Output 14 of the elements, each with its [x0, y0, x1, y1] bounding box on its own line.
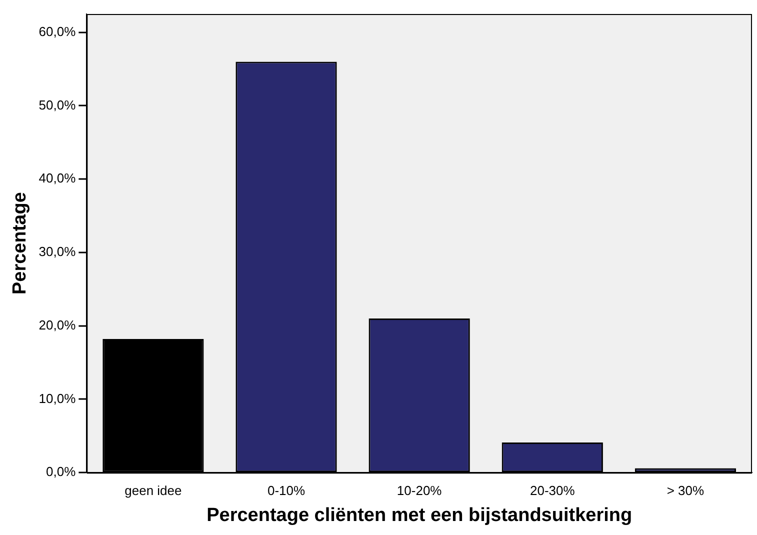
y-tick-label: 30,0%: [38, 244, 76, 260]
x-tick-label: 0-10%: [267, 482, 306, 498]
y-tick-label: 0,0%: [46, 464, 76, 480]
x-tick-label: 20-30%: [530, 482, 576, 498]
y-tick-label: 50,0%: [38, 97, 76, 112]
x-axis-title: Percentage cliënten met een bijstandsuitkering: [206, 504, 632, 526]
y-axis-title: Percentage: [10, 192, 31, 295]
y-tick-label: 40,0%: [38, 170, 76, 186]
y-tick-label: 10,0%: [38, 390, 76, 406]
x-tick-label: 10-20%: [396, 482, 442, 498]
y-tick-label: 60,0%: [38, 24, 76, 39]
y-tick-label: 20,0%: [38, 317, 76, 332]
x-tick-label: geen idee: [124, 482, 182, 498]
x-tick-label: > 30%: [666, 482, 705, 498]
